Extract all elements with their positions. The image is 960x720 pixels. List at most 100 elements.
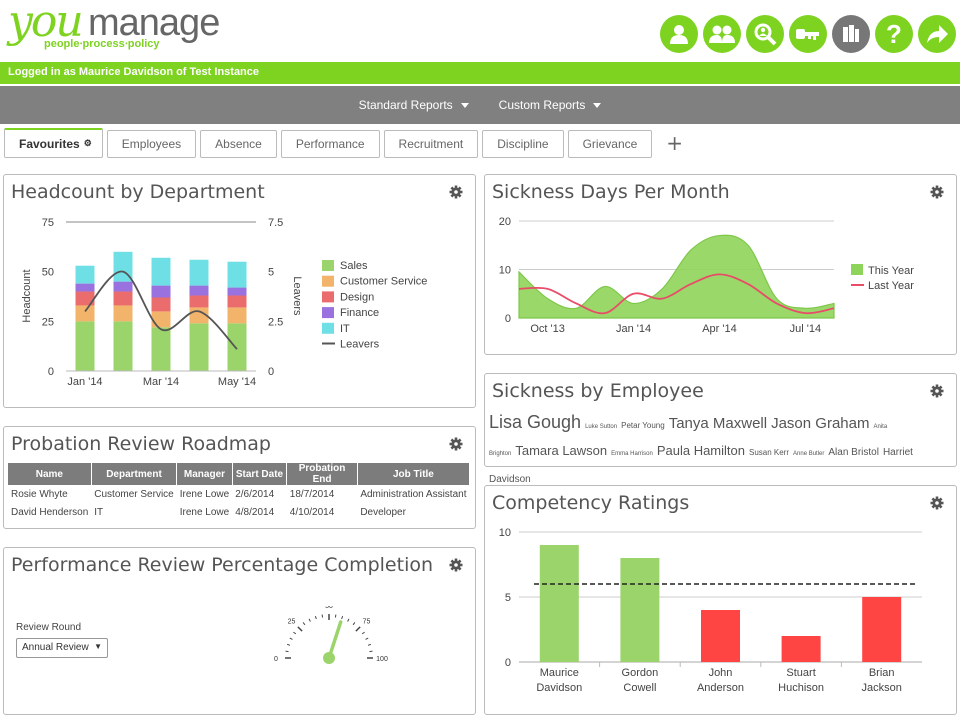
tab-grievance[interactable]: Grievance xyxy=(567,130,653,158)
column-header[interactable]: Job Title xyxy=(357,463,471,485)
key-icon[interactable] xyxy=(789,15,827,53)
cloud-employee-name[interactable]: Petar Young xyxy=(621,421,665,430)
x-tick-label: Apr '14 xyxy=(702,323,737,335)
help-icon[interactable]: ? xyxy=(875,15,913,53)
table-row[interactable]: David Henderson IT Irene Lowe 4/8/2014 4… xyxy=(8,503,470,521)
gauge-tick-label: 100 xyxy=(376,656,388,663)
add-tab-button[interactable]: + xyxy=(666,131,684,155)
cloud-employee-name[interactable]: Anita Brighton xyxy=(489,424,888,457)
tab-discipline[interactable]: Discipline xyxy=(482,130,564,158)
gear-icon[interactable] xyxy=(449,437,463,451)
reports-icon[interactable] xyxy=(832,15,870,53)
bar-segment xyxy=(113,321,133,371)
legend-marker xyxy=(322,322,334,334)
chevron-down-icon xyxy=(593,102,602,108)
x-tick-label: Maurice xyxy=(540,667,579,679)
legend-label: Finance xyxy=(340,307,379,319)
y2-tick-label: 2.5 xyxy=(268,316,283,328)
panel-title: Sickness by Employee xyxy=(492,380,704,402)
bar-segment xyxy=(227,323,247,371)
youmanage-logo[interactable]: you manage people∙process∙policy xyxy=(8,0,223,60)
sickness-days-chart: 0 10 20 Oct '13 Jan '14 Apr '14 Jul '14 This Ye… xyxy=(499,216,914,335)
logo-manage: manage xyxy=(88,2,220,44)
table-cell: 4/8/2014 xyxy=(235,506,275,518)
toolbar: ? xyxy=(660,15,956,53)
menu-custom-reports[interactable]: Custom Reports xyxy=(499,98,602,112)
review-round-value: Annual Review xyxy=(22,642,89,653)
column-header[interactable]: Name xyxy=(8,463,92,485)
sickness-days-panel: Sickness Days Per Month 0 10 20 Oct '13 Jan … xyxy=(484,174,957,355)
logout-icon[interactable] xyxy=(918,15,956,53)
y-axis-label: Headcount xyxy=(21,269,33,322)
cloud-employee-name[interactable]: Luke Sutton xyxy=(585,424,618,430)
bar-segment xyxy=(189,295,209,308)
tab-recruitment[interactable]: Recruitment xyxy=(383,130,479,158)
logo-you: you xyxy=(8,0,84,47)
x-tick-label: Davidson xyxy=(536,682,582,694)
tab-label: Performance xyxy=(295,137,365,151)
cloud-employee-name[interactable]: Lisa Gough xyxy=(489,412,582,432)
legend-label: IT xyxy=(340,323,350,335)
headcount-chart: 0 25 50 75 0 2.5 5 7.5 Headcount Leavers Jan '14 Ma… xyxy=(21,217,427,388)
tab-absence[interactable]: Absence xyxy=(200,130,277,158)
headcount-panel: Headcount by Department 0 25 50 75 0 2.5 5 7.5 H… xyxy=(3,174,476,408)
cloud-employee-name[interactable]: Emma Harrison xyxy=(611,451,653,457)
panel-title: Probation Review Roadmap xyxy=(11,433,271,455)
column-header[interactable]: Department xyxy=(91,463,178,485)
bar-segment xyxy=(151,327,171,371)
cloud-employee-name[interactable]: Anne Butler xyxy=(793,451,825,457)
y2-tick-label: 0 xyxy=(268,366,274,378)
tab-label: Discipline xyxy=(497,137,549,151)
tab-performance[interactable]: Performance xyxy=(280,130,380,158)
y2-tick-label: 5 xyxy=(268,267,274,279)
cloud-employee-name[interactable]: Alan Bristol xyxy=(828,447,879,458)
cloud-employee-name[interactable]: Paula Hamilton xyxy=(656,443,745,458)
tab-favourites[interactable]: Favourites ⚙ xyxy=(4,128,103,158)
gear-icon[interactable] xyxy=(449,185,463,199)
y-tick-label: 0 xyxy=(505,657,511,669)
review-round-select[interactable]: Annual Review ▼ xyxy=(16,638,108,658)
table-cell: Irene Lowe xyxy=(179,488,230,500)
x-tick-label: Huchison xyxy=(778,682,824,694)
gauge-tick xyxy=(347,618,350,622)
competency-chart: 0 5 10 Maurice Davidson Gordon Cowell John Ander… xyxy=(499,527,922,694)
gauge-tick-label: 25 xyxy=(288,619,296,626)
bar-segment xyxy=(113,291,133,306)
gear-icon[interactable]: ⚙ xyxy=(83,138,92,148)
user-icon[interactable] xyxy=(660,15,698,53)
x-tick-label: Cowell xyxy=(623,682,656,694)
probation-table: Name Department Manager Start Date Proba… xyxy=(8,463,471,521)
column-header[interactable]: Start Date xyxy=(232,463,288,485)
logged-in-bar: Logged in as Maurice Davidson of Test In… xyxy=(0,62,960,84)
bar-segment xyxy=(75,283,95,292)
gear-icon[interactable] xyxy=(930,496,944,510)
x-tick-label: Anderson xyxy=(697,682,744,694)
y-tick-label: 25 xyxy=(42,316,54,328)
bar-segment xyxy=(151,311,171,328)
gear-icon[interactable] xyxy=(930,384,944,398)
gear-icon[interactable] xyxy=(930,185,944,199)
bar-segment xyxy=(75,291,95,306)
cloud-employee-name[interactable]: Harriet Davidson xyxy=(489,447,913,485)
cloud-employee-name[interactable]: Tanya Maxwell xyxy=(668,415,768,432)
legend-marker xyxy=(322,291,334,303)
gauge-tick xyxy=(365,637,369,640)
tab-employees[interactable]: Employees xyxy=(106,130,197,158)
search-user-icon[interactable] xyxy=(746,15,784,53)
column-header[interactable]: Probation End xyxy=(286,463,358,485)
chevron-down-icon xyxy=(460,102,469,108)
cloud-employee-name[interactable]: Susan Kerr xyxy=(748,448,790,457)
gear-icon[interactable] xyxy=(449,558,463,572)
cloud-employee-name[interactable]: Tamara Lawson xyxy=(515,443,608,458)
cloud-employee-name[interactable]: Jason Graham xyxy=(771,415,870,432)
x-tick-label: Jan '14 xyxy=(616,323,651,335)
legend-label: This Year xyxy=(868,265,914,277)
bar-segment xyxy=(189,259,209,286)
menu-standard-reports[interactable]: Standard Reports xyxy=(359,98,469,112)
users-icon[interactable] xyxy=(703,15,741,53)
legend-marker xyxy=(322,307,334,319)
column-header[interactable]: Manager xyxy=(176,463,233,485)
table-row[interactable]: Rosie Whyte Customer Service Irene Lowe … xyxy=(8,485,470,503)
competency-bar xyxy=(701,610,740,662)
legend-label: Design xyxy=(340,291,374,303)
